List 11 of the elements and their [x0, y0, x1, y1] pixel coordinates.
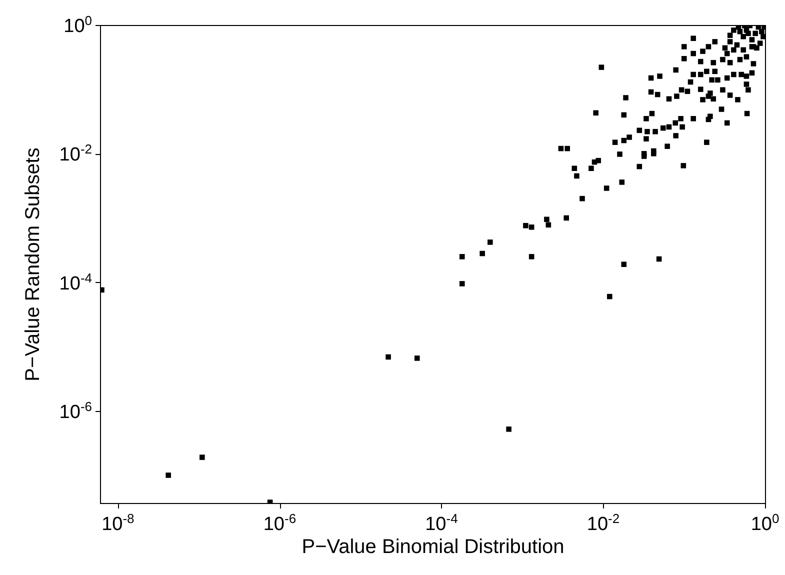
x-tick-label: 10$^{-8}$ — [102, 510, 134, 535]
x-tick-label: 10$^{-2}$ — [586, 510, 620, 535]
y-tick-label: 10$^{-2}$ — [59, 141, 92, 166]
x-tick-label: 10$^{-6}$ — [263, 510, 296, 535]
y-tick-label: 10$^{0}$ — [64, 12, 92, 37]
x-tick-label: 10$^{-4}$ — [425, 510, 458, 535]
y-tick-label: 10$^{-4}$ — [59, 270, 92, 294]
x-tick-label: 10$^{0}$ — [750, 510, 780, 535]
y-tick-label: 10$^{-6}$ — [59, 398, 92, 423]
x-axis-title: P−Value Binomial Distribution — [302, 536, 564, 558]
y-axis-title: P−Value Random Subsets — [22, 148, 44, 382]
